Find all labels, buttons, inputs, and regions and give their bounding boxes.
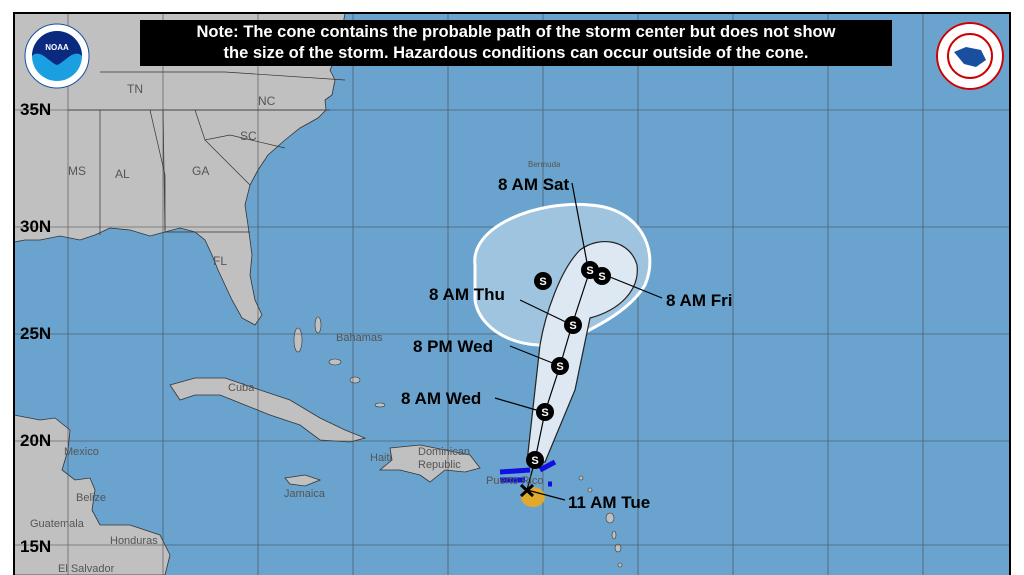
- hispaniola-land: [378, 444, 481, 483]
- map-frame: [13, 12, 1011, 575]
- label-8am-wed: 8 AM Wed: [401, 389, 482, 408]
- place-el-salvador: El Salvador: [58, 563, 115, 575]
- svg-text:S: S: [586, 265, 593, 277]
- note-line-2: the size of the storm. Hazardous conditi…: [223, 44, 809, 62]
- svg-text:S: S: [531, 455, 538, 467]
- central-america-land: [13, 414, 171, 575]
- lesser-antilles: [578, 475, 623, 568]
- state-borders: [68, 71, 346, 235]
- cuba-land: [169, 377, 367, 443]
- label-8am-sat: 8 AM Sat: [498, 175, 570, 194]
- state-sc: SC: [240, 129, 257, 143]
- place-mexico: Mexico: [64, 446, 99, 458]
- svg-text:S: S: [569, 320, 576, 332]
- forecast-markers: S S S S S S S: [519, 261, 611, 498]
- cone-note: Note: The cone contains the probable pat…: [140, 20, 892, 66]
- svg-text:S: S: [598, 271, 605, 283]
- note-line-1: Note: The cone contains the probable pat…: [196, 23, 836, 41]
- state-tn: TN: [127, 82, 143, 96]
- svg-text:NOAA: NOAA: [45, 43, 69, 52]
- place-puerto-rico: Puerto Rico: [486, 475, 544, 487]
- state-ga: GA: [192, 164, 210, 178]
- lat-label-35n: 35N: [20, 100, 52, 119]
- current-position-x-icon: [519, 483, 535, 498]
- marker-8am-wed: S: [536, 403, 554, 421]
- tropical-storm-warning: [499, 459, 557, 487]
- lat-label-30n: 30N: [20, 217, 52, 236]
- marker-wed-am: S: [526, 451, 544, 469]
- label-8pm-wed: 8 PM Wed: [413, 337, 493, 356]
- place-dominican-republic: Dominican Republic: [418, 446, 470, 471]
- place-bermuda: Bermuda: [528, 160, 561, 169]
- label-8am-fri: 8 AM Fri: [666, 291, 733, 310]
- lat-label-20n: 20N: [20, 431, 52, 450]
- place-jamaica: Jamaica: [284, 488, 325, 500]
- place-honduras: Honduras: [110, 535, 158, 547]
- forecast-cone-days-1-3: [526, 241, 638, 463]
- marker-8am-fri-2: S: [593, 267, 611, 285]
- noaa-logo: NOAA: [24, 23, 90, 89]
- state-al: AL: [115, 167, 130, 181]
- place-guatemala: Guatemala: [30, 518, 84, 530]
- state-nc: NC: [258, 94, 276, 108]
- place-bahamas: Bahamas: [336, 332, 383, 344]
- lat-label-25n: 25N: [20, 324, 52, 343]
- us-land: [13, 12, 346, 326]
- marker-8am-sat: S: [534, 272, 552, 290]
- state-fl: FL: [213, 254, 228, 268]
- lat-label-15n: 15N: [20, 537, 52, 556]
- svg-text:S: S: [556, 361, 563, 373]
- svg-text:S: S: [539, 276, 546, 288]
- state-ms: MS: [68, 164, 86, 178]
- marker-8am-thu: S: [564, 316, 582, 334]
- jamaica-land: [284, 474, 322, 487]
- label-11am-tue: 11 AM Tue: [568, 493, 651, 512]
- place-belize: Belize: [76, 492, 106, 504]
- place-haiti: Haiti: [370, 452, 393, 464]
- marker-8pm-wed: S: [551, 357, 569, 375]
- label-8am-thu: 8 AM Thu: [429, 285, 505, 304]
- nws-logo: [936, 22, 1004, 90]
- place-cuba: Cuba: [228, 382, 255, 394]
- svg-text:S: S: [541, 407, 548, 419]
